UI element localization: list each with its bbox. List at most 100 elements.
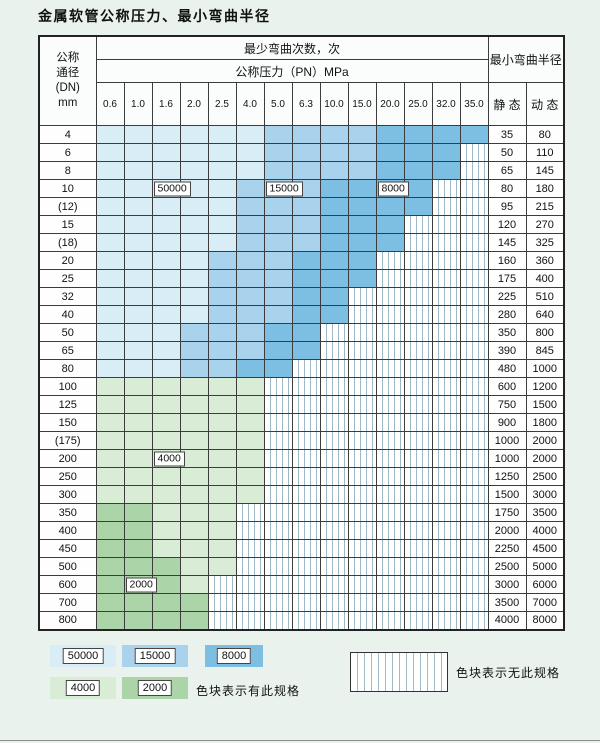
dn-cell: 40 (38, 305, 97, 324)
spec-cell (263, 323, 293, 342)
dn-cell: (18) (38, 233, 97, 252)
spec-cell (95, 323, 125, 342)
spec-cell (95, 503, 125, 522)
no-spec-cell (375, 575, 405, 594)
dn-cell: 400 (38, 521, 97, 540)
spec-cell (179, 485, 209, 504)
spec-cell (151, 287, 181, 306)
dynamic-cell: 80 (525, 125, 565, 144)
no-spec-cell (403, 593, 433, 612)
spec-cell (95, 377, 125, 396)
no-spec-cell (459, 305, 489, 324)
spec-cell (291, 251, 321, 270)
spec-cell (375, 197, 405, 216)
static-cell: 145 (487, 233, 527, 252)
spec-cell (207, 413, 237, 432)
table-row: 100 600 1200 (38, 377, 565, 396)
spec-cell (207, 143, 237, 162)
no-spec-cell (403, 539, 433, 558)
no-spec-cell (459, 467, 489, 486)
table-row: 8 65 145 (38, 161, 565, 180)
dynamic-cell: 800 (525, 323, 565, 342)
table-row: 400 2000 4000 (38, 521, 565, 540)
no-spec-cell (375, 413, 405, 432)
spec-cell (235, 323, 265, 342)
no-spec-cell (319, 557, 349, 576)
static-cell: 3500 (487, 593, 527, 612)
spec-cell (207, 539, 237, 558)
no-spec-cell (403, 413, 433, 432)
table-row: 500 2500 5000 (38, 557, 565, 576)
spec-cell (319, 161, 349, 180)
table-row: 150 900 1800 (38, 413, 565, 432)
no-spec-cell (431, 341, 461, 360)
spec-cell (375, 233, 405, 252)
table-row: 50 350 800 (38, 323, 565, 342)
spec-cell (291, 161, 321, 180)
table-header: 公称 通径 (DN) mm 最少弯曲次数，次 最小弯曲半径 公称压力（PN）MP… (38, 35, 565, 126)
dn-cell: 6 (38, 143, 97, 162)
no-spec-cell (459, 449, 489, 468)
no-spec-cell (263, 575, 293, 594)
no-spec-cell (459, 341, 489, 360)
dynamic-cell: 215 (525, 197, 565, 216)
spec-cell (319, 215, 349, 234)
no-spec-cell (375, 503, 405, 522)
spec-cell (207, 161, 237, 180)
static-cell: 50 (487, 143, 527, 162)
spec-cell (319, 179, 349, 198)
spec-cell (151, 521, 181, 540)
spec-cell (123, 503, 153, 522)
no-spec-cell (347, 341, 377, 360)
no-spec-cell (403, 503, 433, 522)
no-spec-cell (403, 251, 433, 270)
spec-cell (179, 143, 209, 162)
no-spec-cell (347, 359, 377, 378)
spec-cell (347, 197, 377, 216)
spec-cell (123, 557, 153, 576)
no-spec-cell (375, 431, 405, 450)
spec-cell (207, 305, 237, 324)
no-spec-cell (459, 161, 489, 180)
spec-cell (179, 287, 209, 306)
dn-header-line3: (DN) (55, 82, 80, 94)
dynamic-cell: 510 (525, 287, 565, 306)
spec-cell: 15000 (263, 179, 303, 198)
spec-cell (207, 287, 237, 306)
no-spec-cell (319, 377, 349, 396)
no-spec-cell (403, 467, 433, 486)
no-spec-cell (431, 359, 461, 378)
no-spec-cell (375, 341, 405, 360)
no-spec-cell (319, 467, 349, 486)
no-spec-cell (235, 611, 265, 630)
spec-cell (95, 197, 125, 216)
spec-cell (151, 125, 181, 144)
spec-cell (151, 593, 181, 612)
static-cell: 900 (487, 413, 527, 432)
dynamic-cell: 8000 (525, 611, 565, 630)
page-title: 金属软管公称压力、最小弯曲半径 (38, 8, 271, 24)
spec-cell (263, 197, 293, 216)
pressure-col-header: 1.0 (123, 82, 153, 126)
no-spec-cell (403, 431, 433, 450)
no-spec-cell (431, 575, 461, 594)
legend-no-spec-swatch (350, 652, 448, 692)
spec-cell (235, 359, 265, 378)
no-spec-cell (403, 233, 433, 252)
spec-cell (319, 143, 349, 162)
dn-cell: 450 (38, 539, 97, 558)
static-cell: 1750 (487, 503, 527, 522)
spec-cell (123, 413, 153, 432)
spec-cell (263, 125, 293, 144)
spec-cell (151, 197, 181, 216)
table-row: 65 390 845 (38, 341, 565, 360)
no-spec-cell (375, 305, 405, 324)
no-spec-cell (431, 287, 461, 306)
spec-cell (235, 125, 265, 144)
static-cell: 120 (487, 215, 527, 234)
table-row: 80 480 1000 (38, 359, 565, 378)
legend-swatch-50000: 50000 (50, 645, 116, 667)
value-label: 50000 (153, 181, 191, 196)
spec-cell (179, 341, 209, 360)
static-header: 静 态 (487, 82, 527, 126)
